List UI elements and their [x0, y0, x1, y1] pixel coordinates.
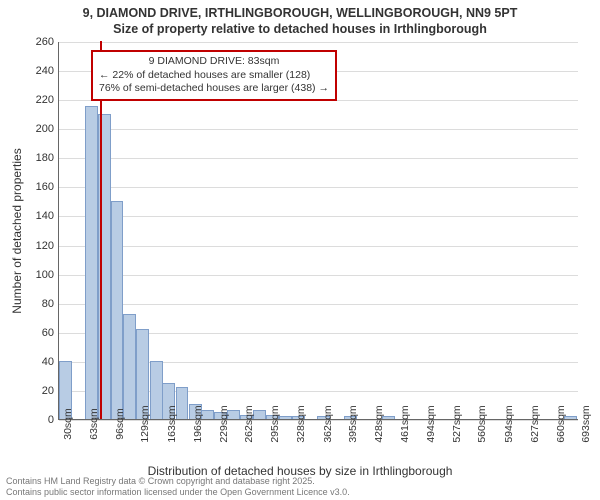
- y-tick-label: 40: [14, 356, 54, 368]
- gridline: [59, 420, 578, 421]
- x-tick-label: 295sqm: [269, 405, 281, 442]
- y-tick-label: 160: [14, 181, 54, 193]
- y-tick-label: 20: [14, 385, 54, 397]
- annotation-line: 76% of semi-detached houses are larger (…: [99, 82, 329, 96]
- attribution: Contains HM Land Registry data © Crown c…: [6, 476, 350, 498]
- y-tick-label: 220: [14, 94, 54, 106]
- x-tick-label: 395sqm: [347, 405, 359, 442]
- y-tick-label: 100: [14, 269, 54, 281]
- x-tick-label: 163sqm: [166, 405, 178, 442]
- gridline: [59, 42, 578, 43]
- gridline: [59, 304, 578, 305]
- x-tick-label: 328sqm: [295, 405, 307, 442]
- x-tick-label: 660sqm: [555, 405, 567, 442]
- y-axis-label: Number of detached properties: [10, 148, 24, 313]
- attribution-line-2: Contains public sector information licen…: [6, 487, 350, 498]
- gridline: [59, 187, 578, 188]
- x-tick-label: 262sqm: [243, 405, 255, 442]
- y-tick-label: 180: [14, 152, 54, 164]
- gridline: [59, 129, 578, 130]
- x-tick-label: 30sqm: [62, 408, 74, 440]
- gridline: [59, 275, 578, 276]
- x-tick-label: 196sqm: [192, 405, 204, 442]
- x-tick-label: 594sqm: [503, 405, 515, 442]
- x-tick-label: 362sqm: [322, 405, 334, 442]
- chart-title-main: 9, DIAMOND DRIVE, IRTHLINGBOROUGH, WELLI…: [0, 6, 600, 20]
- y-tick-label: 200: [14, 123, 54, 135]
- annotation-box: 9 DIAMOND DRIVE: 83sqm← 22% of detached …: [91, 50, 337, 101]
- x-tick-label: 229sqm: [218, 405, 230, 442]
- chart-title-sub: Size of property relative to detached ho…: [0, 22, 600, 36]
- annotation-line: ← 22% of detached houses are smaller (12…: [99, 69, 329, 83]
- x-tick-label: 693sqm: [580, 405, 592, 442]
- gridline: [59, 216, 578, 217]
- histogram-bar: [150, 361, 163, 419]
- histogram-bar: [111, 201, 124, 419]
- y-tick-label: 80: [14, 298, 54, 310]
- x-tick-label: 129sqm: [139, 405, 151, 442]
- y-tick-label: 0: [14, 414, 54, 426]
- histogram-bar: [85, 106, 98, 419]
- attribution-line-1: Contains HM Land Registry data © Crown c…: [6, 476, 350, 487]
- y-tick-label: 120: [14, 240, 54, 252]
- x-tick-label: 494sqm: [425, 405, 437, 442]
- y-tick-label: 240: [14, 65, 54, 77]
- y-tick-label: 260: [14, 36, 54, 48]
- x-tick-label: 527sqm: [451, 405, 463, 442]
- y-tick-label: 60: [14, 327, 54, 339]
- x-tick-label: 428sqm: [373, 405, 385, 442]
- x-tick-label: 627sqm: [529, 405, 541, 442]
- histogram-bar: [123, 314, 136, 419]
- x-tick-label: 96sqm: [114, 408, 126, 440]
- x-tick-label: 560sqm: [476, 405, 488, 442]
- x-tick-label: 63sqm: [88, 408, 100, 440]
- gridline: [59, 246, 578, 247]
- gridline: [59, 158, 578, 159]
- figure: 9, DIAMOND DRIVE, IRTHLINGBOROUGH, WELLI…: [0, 0, 600, 500]
- annotation-line: 9 DIAMOND DRIVE: 83sqm: [99, 55, 329, 69]
- x-tick-label: 461sqm: [399, 405, 411, 442]
- y-tick-label: 140: [14, 210, 54, 222]
- plot-area: 9 DIAMOND DRIVE: 83sqm← 22% of detached …: [58, 42, 578, 420]
